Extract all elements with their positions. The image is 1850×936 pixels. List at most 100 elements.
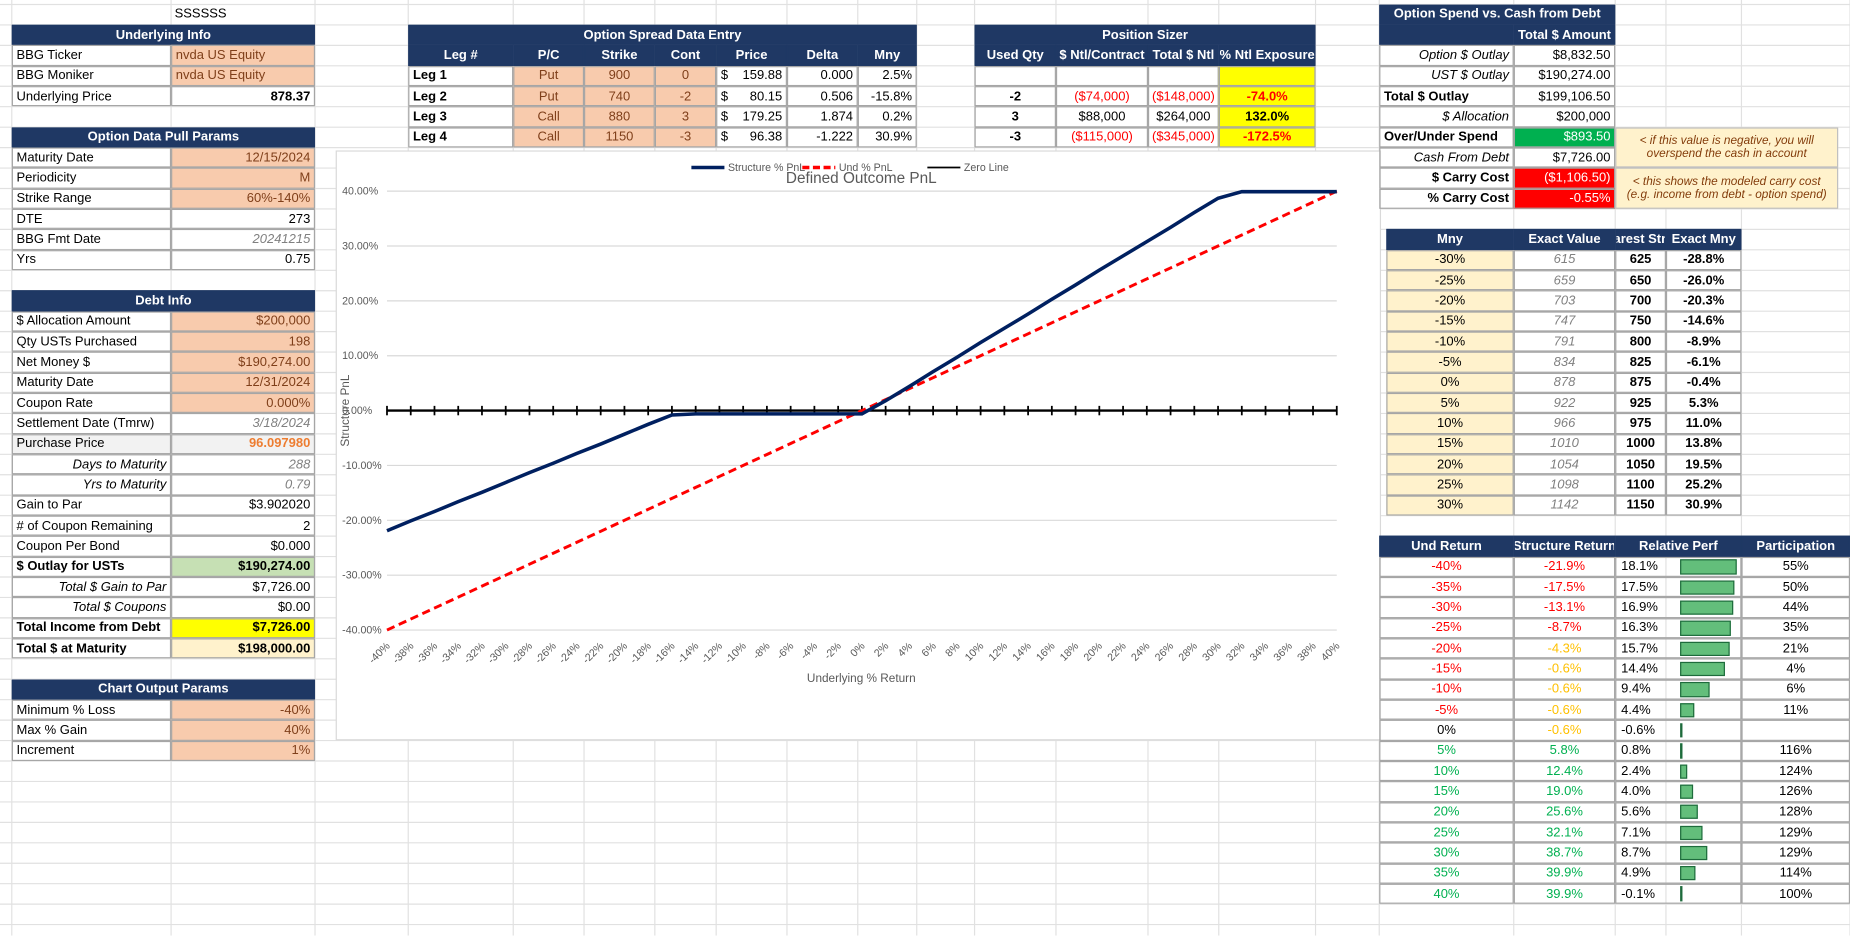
price-cell[interactable]: $80.15	[716, 86, 787, 107]
cell[interactable]: -3	[654, 127, 717, 148]
row-value[interactable]: $199,106.50	[1513, 86, 1616, 107]
cell[interactable]: 875	[1615, 372, 1666, 393]
cell[interactable]: -35%	[1379, 576, 1514, 598]
row-label[interactable]: Total $ Outlay	[1379, 86, 1514, 107]
cell[interactable]: 2.5%	[857, 65, 917, 87]
row-label[interactable]: Maturity Date	[11, 372, 172, 393]
row-label[interactable]: UST $ Outlay	[1379, 65, 1514, 87]
row-value[interactable]: 878.37	[171, 86, 316, 107]
row-value[interactable]: 20241215	[171, 229, 316, 250]
cell[interactable]: 1142	[1513, 495, 1616, 516]
row-label[interactable]: Gain to Par	[11, 495, 172, 516]
cell[interactable]: -74.0%	[1218, 86, 1316, 107]
row-value[interactable]: M	[171, 168, 316, 189]
column-header[interactable]: Price	[716, 45, 787, 66]
column-header[interactable]: Exact Value	[1513, 229, 1616, 250]
row-label[interactable]: Max % Gain	[11, 720, 172, 741]
cell[interactable]: -1.222	[786, 127, 858, 148]
cell[interactable]: -172.5%	[1218, 127, 1316, 148]
column-header[interactable]: Strike	[584, 45, 655, 66]
cell[interactable]: 5%	[1386, 392, 1514, 414]
row-value[interactable]: $8,832.50	[1513, 45, 1616, 66]
cell[interactable]: 925	[1615, 392, 1666, 414]
row-label[interactable]: Purchase Price	[11, 433, 172, 455]
section-title[interactable]: Option Spend vs. Cash from Debt	[1379, 4, 1616, 25]
column-header[interactable]: Structure Return	[1513, 536, 1616, 557]
cell[interactable]: 8.7%	[1615, 842, 1742, 864]
cell[interactable]: -8.7%	[1513, 617, 1616, 639]
section-title[interactable]: Option Spread Data Entry	[408, 24, 917, 46]
row-value[interactable]: $200,000	[171, 311, 316, 332]
row-label[interactable]: $ Allocation	[1379, 106, 1514, 128]
row-label[interactable]: Option $ Outlay	[1379, 45, 1514, 66]
row-label[interactable]: Underlying Price	[11, 86, 172, 107]
cell[interactable]: -10%	[1379, 679, 1514, 700]
cell[interactable]: 35%	[1741, 617, 1850, 639]
row-label[interactable]: Net Money $	[11, 352, 172, 373]
cell[interactable]: -0.6%	[1513, 720, 1616, 741]
price-cell[interactable]: $96.38	[716, 127, 787, 148]
row-value[interactable]: $200,000	[1513, 106, 1616, 128]
row-label[interactable]: Coupon Rate	[11, 392, 172, 414]
cell[interactable]: -2	[654, 86, 717, 107]
row-label[interactable]: $ Outlay for USTs	[11, 556, 172, 577]
cell[interactable]: 880	[584, 106, 655, 128]
row-label[interactable]: Total $ Gain to Par	[11, 576, 172, 598]
cell[interactable]: 25.2%	[1665, 474, 1742, 496]
column-header[interactable]: Participation	[1741, 536, 1850, 557]
cell[interactable]: -26.0%	[1665, 270, 1742, 291]
cell[interactable]: 11%	[1741, 699, 1850, 721]
cell[interactable]: 1150	[1615, 495, 1666, 516]
cell[interactable]: Call	[513, 127, 585, 148]
row-value[interactable]: -40%	[171, 699, 316, 721]
cell[interactable]: ($115,000)	[1055, 127, 1148, 148]
cell[interactable]: 700	[1615, 290, 1666, 312]
cell[interactable]: -17.5%	[1513, 576, 1616, 598]
cell[interactable]: 740	[584, 86, 655, 107]
row-label[interactable]: Minimum % Loss	[11, 699, 172, 721]
cell[interactable]: -8.9%	[1665, 331, 1742, 353]
row-label[interactable]: Cash From Debt	[1379, 147, 1514, 169]
cell[interactable]: -4.3%	[1513, 638, 1616, 659]
cell[interactable]: 0.506	[786, 86, 858, 107]
row-label[interactable]: Periodicity	[11, 168, 172, 189]
cell[interactable]: 25.6%	[1513, 801, 1616, 823]
row-value[interactable]: 3/18/2024	[171, 413, 316, 434]
cell[interactable]: 975	[1615, 413, 1666, 434]
cell[interactable]: 39.9%	[1513, 883, 1616, 905]
cell[interactable]: -15%	[1386, 311, 1514, 332]
row-value[interactable]: $190,274.00	[1513, 65, 1616, 87]
cell[interactable]: 1.874	[786, 106, 858, 128]
column-header[interactable]: Total $ Amount	[1513, 24, 1616, 46]
empty-cell[interactable]	[974, 65, 1056, 87]
cell[interactable]: 25%	[1379, 822, 1514, 843]
cell[interactable]: 922	[1513, 392, 1616, 414]
column-header[interactable]: Relative Perf	[1615, 536, 1742, 557]
row-label[interactable]: Yrs	[11, 249, 172, 271]
cell[interactable]: 38.7%	[1513, 842, 1616, 864]
cell[interactable]: 50%	[1741, 576, 1850, 598]
cell[interactable]: 12.4%	[1513, 761, 1616, 782]
row-value[interactable]: 273	[171, 208, 316, 230]
row-value[interactable]: nvda US Equity	[171, 65, 316, 87]
cell[interactable]: 15%	[1379, 781, 1514, 802]
cell[interactable]: -30%	[1379, 597, 1514, 618]
cell[interactable]: 5%	[1379, 740, 1514, 762]
cell[interactable]: -20.3%	[1665, 290, 1742, 312]
cell[interactable]: -25%	[1386, 270, 1514, 291]
cell[interactable]: Leg 4	[408, 127, 514, 148]
cell[interactable]: 114%	[1741, 863, 1850, 884]
cell[interactable]: 18.1%	[1615, 556, 1742, 577]
row-value[interactable]: $7,726.00	[171, 617, 316, 639]
cell[interactable]: -30%	[1386, 249, 1514, 271]
column-header[interactable]: P/C	[513, 45, 585, 66]
cell[interactable]: 44%	[1741, 597, 1850, 618]
cell[interactable]: 650	[1615, 270, 1666, 291]
section-title[interactable]: Chart Output Params	[11, 679, 316, 700]
section-title[interactable]: Debt Info	[11, 290, 316, 312]
cell[interactable]: ($345,000)	[1147, 127, 1219, 148]
cell[interactable]: -0.6%	[1615, 720, 1742, 741]
cell[interactable]: 1098	[1513, 474, 1616, 496]
cell[interactable]: 100%	[1741, 883, 1850, 905]
column-header[interactable]: Delta	[786, 45, 858, 66]
